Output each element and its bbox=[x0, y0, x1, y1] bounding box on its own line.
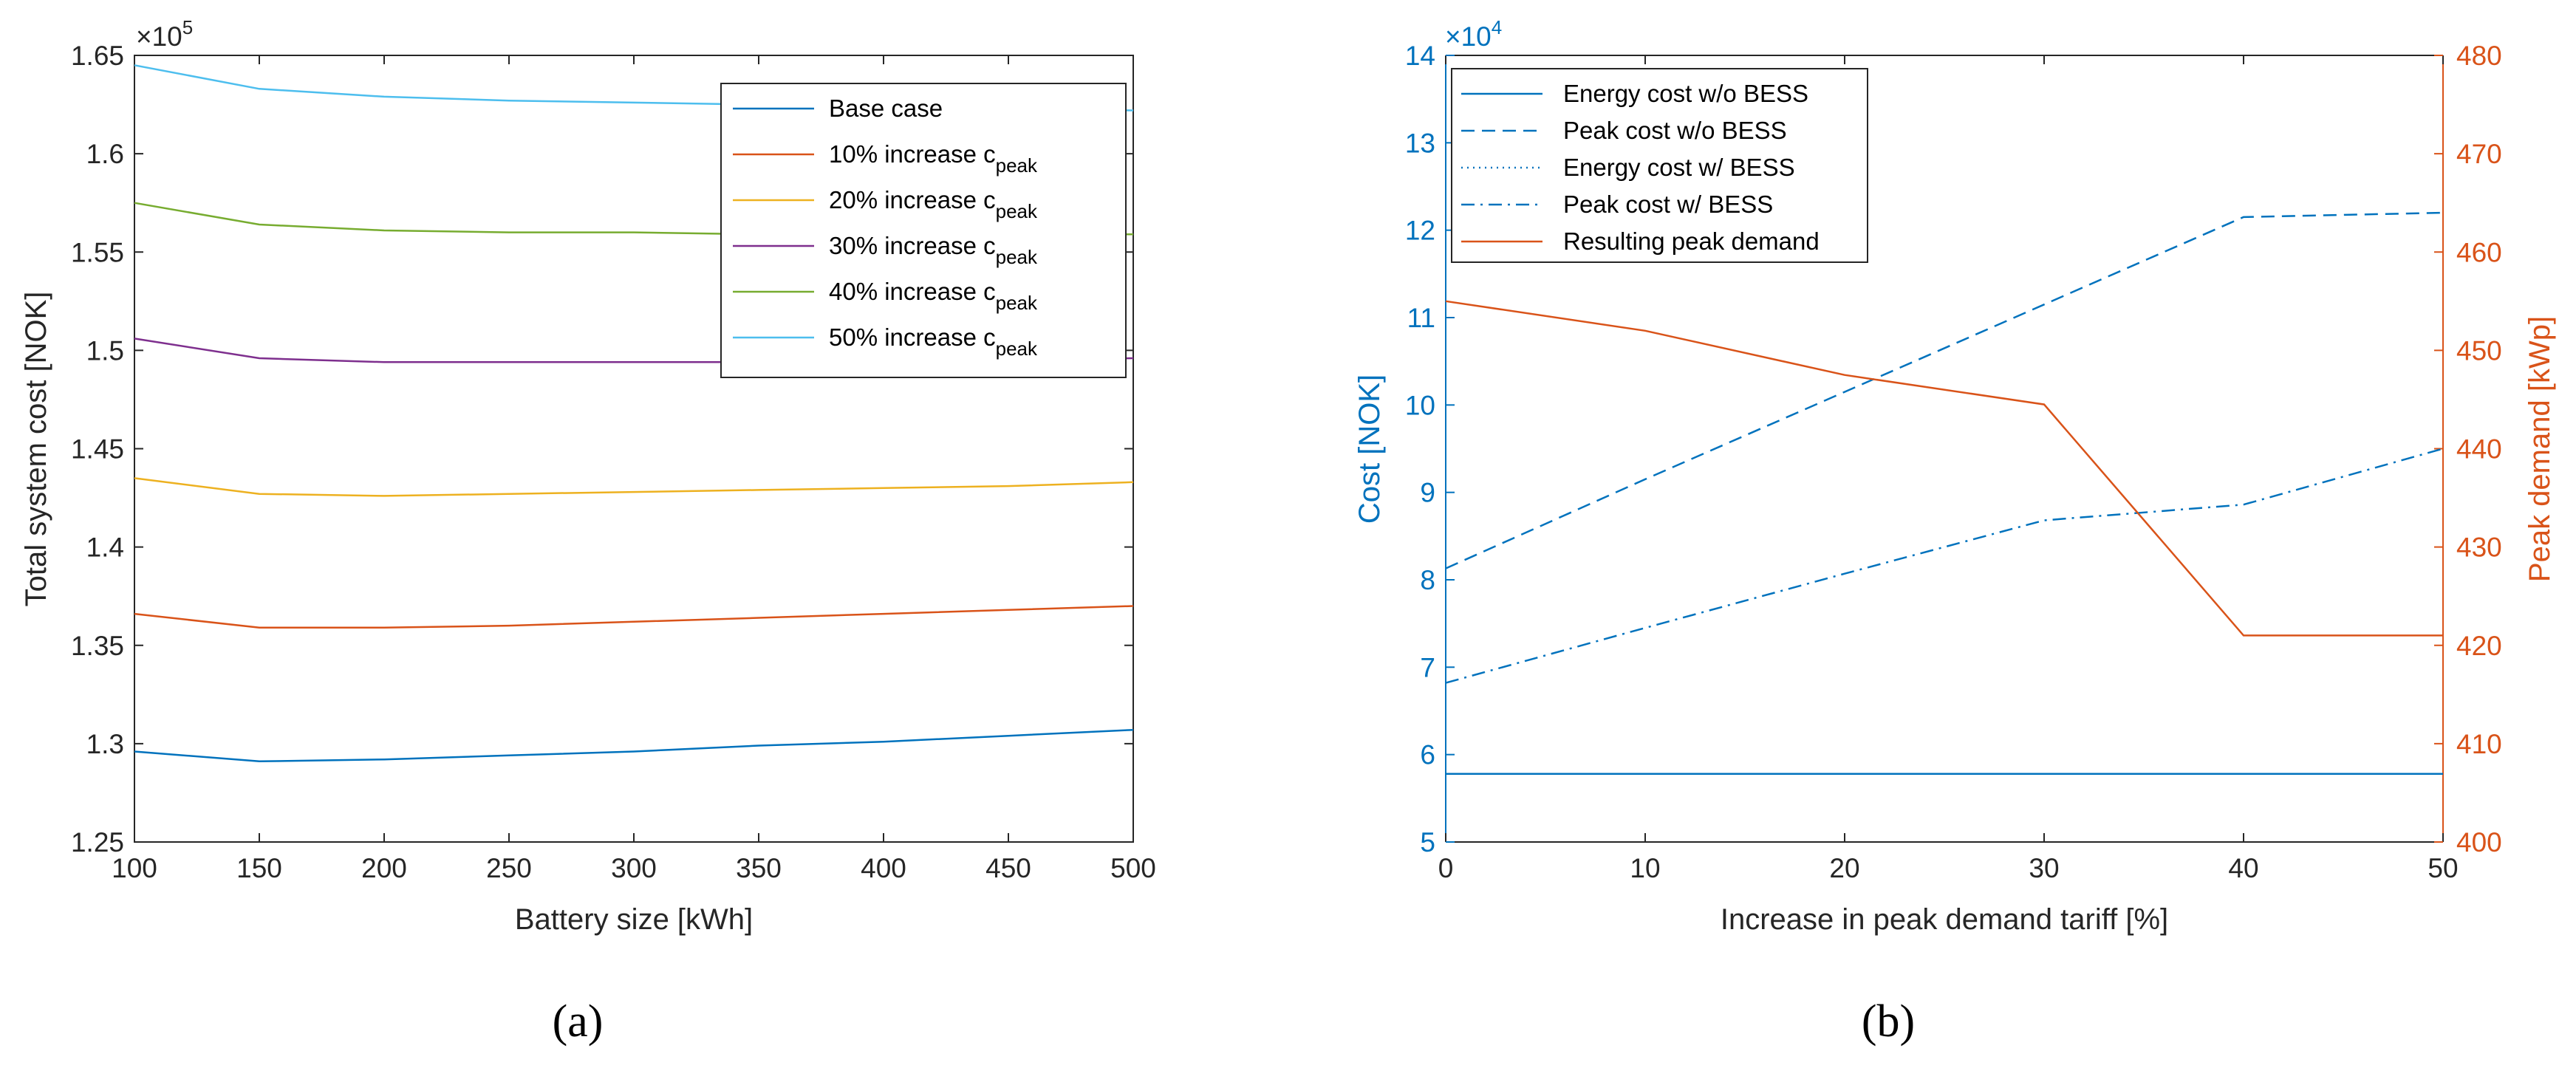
y2-tick-label-b: 440 bbox=[2456, 434, 2502, 465]
legend-label-a: 50% increase cpeak bbox=[829, 324, 1038, 360]
y-tick-label-a: 1.65 bbox=[71, 41, 124, 71]
y-multiplier-a: ×105 bbox=[136, 16, 193, 52]
y-tick-label-b: 8 bbox=[1420, 565, 1435, 595]
x-tick-label-a: 150 bbox=[236, 853, 282, 883]
x-tick-label-a: 100 bbox=[112, 853, 157, 883]
y-tick-label-b: 9 bbox=[1420, 478, 1435, 508]
series-line-b bbox=[1445, 211, 2444, 569]
y-axis-label-b: Cost [NOK] bbox=[1353, 374, 1386, 524]
caption-b: (b) bbox=[1862, 996, 1915, 1047]
y-tick-label-a: 1.4 bbox=[86, 533, 124, 563]
x-tick-label-b: 50 bbox=[2428, 853, 2458, 883]
legend-label-a: 20% increase cpeak bbox=[829, 186, 1038, 222]
y-tick-label-a: 1.55 bbox=[71, 237, 124, 267]
x-tick-label-b: 30 bbox=[2029, 853, 2059, 883]
y2-tick-label-b: 450 bbox=[2456, 335, 2502, 366]
y-tick-label-a: 1.45 bbox=[71, 434, 124, 465]
series-line-b bbox=[1445, 448, 2444, 684]
y-tick-label-b: 11 bbox=[1407, 303, 1435, 333]
y2-tick-label-b: 430 bbox=[2456, 533, 2502, 563]
y-tick-label-a: 1.25 bbox=[71, 827, 124, 858]
y2-tick-label-b: 420 bbox=[2456, 631, 2502, 661]
y2-tick-label-b: 480 bbox=[2456, 41, 2502, 71]
y2-tick-label-b: 460 bbox=[2456, 237, 2502, 267]
legend-label-a: 30% increase cpeak bbox=[829, 232, 1038, 268]
legend-b: Energy cost w/o BESS Peak cost w/o BESS En… bbox=[1451, 68, 1868, 263]
axis-ticks-a: 100 150 200 250 300 350 400 450 500 1.25 1.3 1.35 1.… bbox=[71, 41, 1156, 883]
x-axis-label-b: Increase in peak demand tariff [%] bbox=[1721, 903, 2168, 936]
x-tick-label-b: 40 bbox=[2228, 853, 2258, 883]
series-line-a bbox=[134, 477, 1134, 497]
legend-label-a: 10% increase cpeak bbox=[829, 140, 1038, 177]
x-axis-label-a: Battery size [kWh] bbox=[515, 903, 753, 936]
axis-ticks-b: 0 10 20 30 40 50 5 6 7 8 9 10 11 12 13 14 400 410 420 430 44… bbox=[1405, 41, 2502, 883]
legend-label-a: 40% increase cpeak bbox=[829, 278, 1038, 314]
legend-label-b: Peak cost w/ BESS bbox=[1563, 191, 1773, 218]
legend-a: Base case 10% increase cpeak 20% increase … bbox=[720, 83, 1127, 378]
x-tick-label-b: 10 bbox=[1630, 853, 1660, 883]
x-tick-label-a: 350 bbox=[736, 853, 782, 883]
y-axis-label-a: Total system cost [NOK] bbox=[20, 292, 52, 607]
y2-tick-label-b: 400 bbox=[2456, 827, 2502, 858]
legend-label-b: Peak cost w/o BESS bbox=[1563, 117, 1787, 144]
chart-a: 100 150 200 250 300 350 400 450 500 1.25 1.3 1.35 1.… bbox=[20, 16, 1156, 1047]
y-multiplier-b: ×104 bbox=[1445, 16, 1502, 52]
series-group-b bbox=[1445, 211, 2444, 775]
y-tick-label-b: 5 bbox=[1420, 827, 1435, 858]
y-tick-label-a: 1.5 bbox=[86, 335, 124, 366]
series-line-a bbox=[134, 728, 1134, 763]
y-tick-label-a: 1.6 bbox=[86, 139, 124, 169]
y-tick-label-b: 12 bbox=[1405, 216, 1435, 246]
y-tick-label-b: 7 bbox=[1420, 652, 1435, 682]
y2-tick-label-b: 410 bbox=[2456, 729, 2502, 759]
y-tick-label-a: 1.35 bbox=[71, 631, 124, 661]
legend-label-a: Base case bbox=[829, 95, 943, 122]
series-line-b bbox=[1445, 300, 2443, 637]
chart-b: 0 10 20 30 40 50 5 6 7 8 9 10 11 12 13 14 400 410 420 430 44… bbox=[1353, 16, 2556, 1047]
x-tick-label-a: 250 bbox=[486, 853, 532, 883]
x-tick-label-b: 0 bbox=[1438, 853, 1454, 883]
legend-box-a bbox=[720, 83, 1127, 378]
legend-label-b: Energy cost w/o BESS bbox=[1563, 80, 1808, 107]
y2-tick-label-b: 470 bbox=[2456, 139, 2502, 169]
y-tick-label-b: 13 bbox=[1405, 128, 1435, 158]
caption-a: (a) bbox=[553, 996, 604, 1047]
y-tick-label-b: 6 bbox=[1420, 740, 1435, 770]
legend-label-b: Resulting peak demand bbox=[1563, 227, 1820, 255]
x-tick-label-a: 450 bbox=[985, 853, 1031, 883]
series-line-a bbox=[134, 605, 1134, 629]
y-tick-label-b: 10 bbox=[1405, 390, 1435, 420]
x-tick-label-b: 20 bbox=[1829, 853, 1859, 883]
legend-label-b: Energy cost w/ BESS bbox=[1563, 154, 1795, 181]
legend-box-b bbox=[1451, 68, 1868, 263]
x-tick-label-a: 500 bbox=[1110, 853, 1156, 883]
x-tick-label-a: 300 bbox=[611, 853, 657, 883]
y-tick-label-b: 14 bbox=[1405, 41, 1435, 71]
y-tick-label-a: 1.3 bbox=[86, 729, 124, 759]
x-tick-label-a: 200 bbox=[361, 853, 407, 883]
x-tick-label-a: 400 bbox=[861, 853, 906, 883]
y2-axis-label-b: Peak demand [kWp] bbox=[2524, 316, 2556, 582]
